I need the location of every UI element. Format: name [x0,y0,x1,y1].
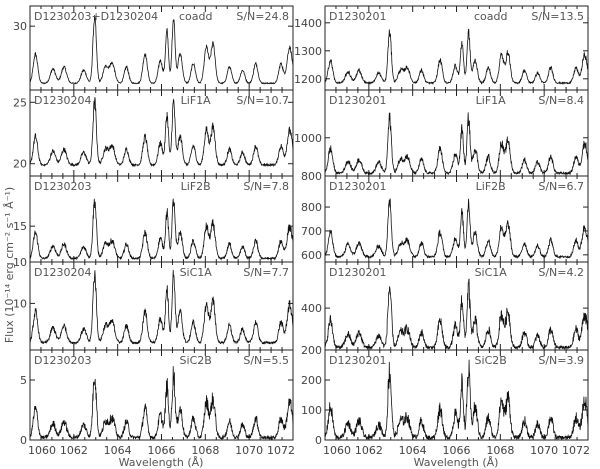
spectrum-line [29,15,294,85]
panel-dataset-label: D1230201 [329,10,386,23]
panel-dataset-label: D1230203 [34,180,91,193]
y-tick-label: 10 [13,256,27,269]
panel-snr-label: S/N=13.5 [531,10,584,23]
y-axis-title: Flux (10⁻¹⁴ erg cm⁻² s⁻¹ Å⁻¹) [3,187,16,343]
x-tick-label: 1062 [355,444,383,457]
x-tick-label: 1068 [486,444,514,457]
x-tick-label: 1062 [60,444,88,457]
x-tick-label: 1064 [399,444,427,457]
y-tick-label: 800 [301,170,322,183]
panel-snr-label: S/N=10.7 [236,94,289,107]
y-tick-label: 25 [13,96,27,109]
spectrum-line [324,198,589,260]
panel-dataset-label: D1230201 [329,266,386,279]
spectrum-line [29,269,294,345]
panel-1-1: 800 1000 D1230201 LiF1A S/N=8.4 [294,89,589,183]
y-tick-label: 15 [13,220,27,233]
y-tick-label: 800 [301,201,322,214]
x-tick-label: 1064 [104,444,132,457]
panel-channel-label: LiF1A [181,94,212,107]
panel-0-0: 30 D1230203+D1230204 coadd S/N=24.8 [13,5,294,91]
x-tick-label: 1070 [530,444,558,457]
panel-channel-label: LiF2B [181,180,211,193]
panel-1-4: 0 100 200 D1230201 SiC2B S/N=3.9 [301,349,589,447]
x-axis-title-left: Wavelength (Å) [119,456,204,469]
spectrum-line [324,278,589,351]
panel-0-3: 10 D1230204 SiC1A S/N=7.7 [13,261,294,351]
panel-grid: 30 D1230203+D1230204 coadd S/N=24.8 20 25 D123… [13,5,590,457]
y-tick-label: 1400 [294,17,322,30]
x-tick-label: 1060 [323,444,351,457]
x-tick-label: 1068 [191,444,219,457]
y-tick-label: 30 [13,20,27,33]
panel-dataset-label: D1230201 [329,94,386,107]
panel-channel-label: SiC1A [475,266,508,279]
panel-dataset-label: D1230204 [34,94,91,107]
x-tick-label: 1072 [267,444,295,457]
panel-1-0: 1200 1300 1400 D1230201 coadd S/N=13.5 [294,5,589,91]
y-tick-label: 1000 [294,132,322,145]
panel-snr-label: S/N=7.8 [243,180,289,193]
spectrum-line [324,112,589,176]
spectrum-line [30,366,294,441]
panel-dataset-label: D1230203+D1230204 [34,10,158,23]
panel-dataset-label: D1230201 [329,180,386,193]
panel-snr-label: S/N=8.4 [538,94,584,107]
y-tick-label: 100 [301,404,322,417]
panel-snr-label: S/N=7.7 [243,266,289,279]
spectrum-line [29,198,294,261]
spectrum-line [29,97,294,168]
y-tick-label: 0 [20,434,27,447]
y-tick-label: 200 [301,344,322,357]
panel-snr-label: S/N=3.9 [538,354,584,367]
panel-snr-label: S/N=24.8 [236,10,289,23]
y-tick-label: 5 [20,374,27,387]
spectrum-line [324,359,589,441]
panel-1-2: 600 700 800 D1230201 LiF2B S/N=6.7 [301,175,589,263]
panel-channel-label: SiC2B [180,354,212,367]
y-tick-label: 1200 [294,73,322,86]
y-tick-label: 400 [301,302,322,315]
panel-0-2: 10 15 D1230203 LiF2B S/N=7.8 [13,175,294,269]
x-axis-title-right: Wavelength (Å) [414,456,499,469]
spectrum-line [324,28,589,86]
x-tick-label: 1070 [235,444,263,457]
y-tick-label: 600 [301,249,322,262]
y-tick-label: 700 [301,225,322,238]
panel-channel-label: LiF2B [476,180,506,193]
panel-1-3: 200 400 D1230201 SiC1A S/N=4.2 [301,261,589,357]
x-tick-label: 1072 [562,444,590,457]
panel-dataset-label: D1230201 [329,354,386,367]
panel-snr-label: S/N=5.5 [243,354,289,367]
x-tick-label: 1066 [148,444,176,457]
panel-channel-label: coadd [474,10,507,23]
panel-channel-label: SiC2B [475,354,507,367]
y-tick-label: 10 [13,297,27,310]
panel-0-1: 20 25 D1230204 LiF1A S/N=10.7 [13,89,294,177]
panel-dataset-label: D1230203 [34,354,91,367]
y-tick-label: 0 [315,434,322,447]
panel-snr-label: S/N=6.7 [538,180,584,193]
y-tick-label: 1300 [294,45,322,58]
y-tick-label: 200 [301,374,322,387]
panel-snr-label: S/N=4.2 [538,266,584,279]
x-tick-label: 1060 [28,444,56,457]
y-tick-label: 20 [13,158,27,171]
x-tick-label: 1066 [443,444,471,457]
panel-dataset-label: D1230204 [34,266,91,279]
panel-channel-label: SiC1A [180,266,213,279]
panel-channel-label: coadd [179,10,212,23]
panel-0-4: 0 5 D1230203 SiC2B S/N=5.5 [20,349,294,447]
panel-channel-label: LiF1A [476,94,507,107]
